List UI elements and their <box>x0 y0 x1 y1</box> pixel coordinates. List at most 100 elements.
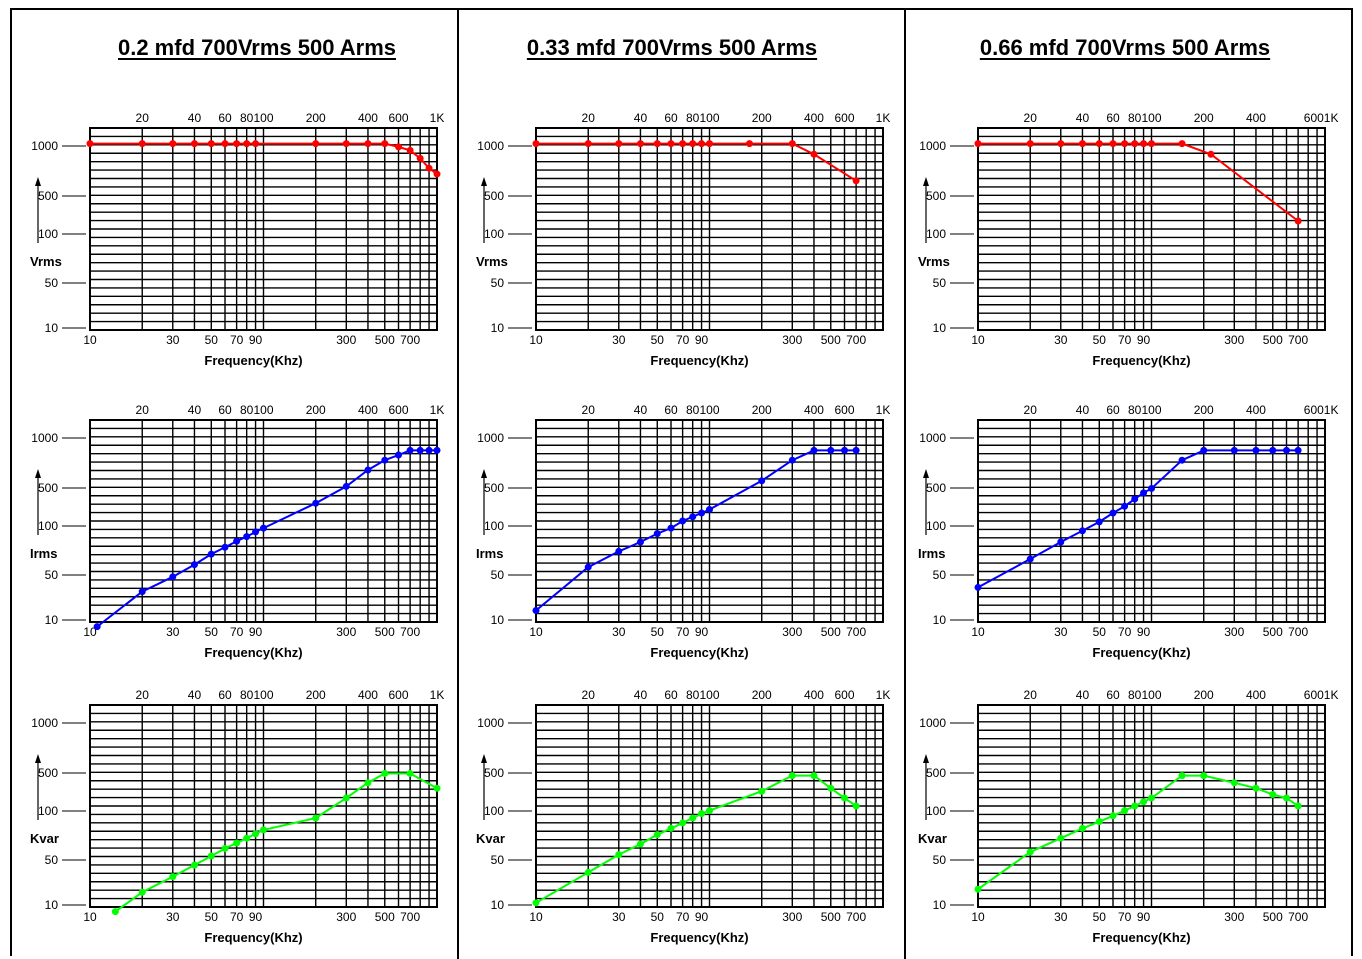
bottom-tick-label: 10 <box>83 625 97 639</box>
top-tick-label: 100 <box>699 111 719 125</box>
data-point <box>1178 140 1186 148</box>
top-tick-label: 80 <box>1128 688 1142 702</box>
y-axis-label: Vrms <box>476 254 508 269</box>
top-tick-label: 6001K <box>1304 403 1339 417</box>
x-axis-label: Frequency(Khz) <box>650 645 748 660</box>
data-point <box>1078 140 1086 148</box>
data-point <box>243 533 251 541</box>
data-point <box>1294 802 1302 810</box>
data-point <box>1078 824 1086 832</box>
bottom-tick-label: 70 <box>1118 333 1132 347</box>
top-tick-label: 1K <box>430 403 445 417</box>
data-point <box>381 140 389 148</box>
top-tick-label: 60 <box>1106 403 1120 417</box>
panel-title-3: 0.66 mfd 700Vrms 500 Arms <box>979 35 1271 60</box>
data-point <box>1095 818 1103 826</box>
data-point <box>636 538 644 546</box>
y-tick-label: 500 <box>926 189 946 203</box>
data-point <box>252 528 260 536</box>
data-point <box>190 140 198 148</box>
x-axis-label: Frequency(Khz) <box>204 645 302 660</box>
top-tick-label: 20 <box>136 111 150 125</box>
data-point <box>221 543 229 551</box>
bottom-tick-label: 300 <box>336 333 356 347</box>
y-tick-label: 10 <box>45 321 59 335</box>
top-tick-label: 80 <box>686 111 700 125</box>
data-point <box>1121 502 1129 510</box>
data-point <box>221 844 229 852</box>
y-tick-label: 10 <box>933 898 947 912</box>
data-point <box>653 140 661 148</box>
top-tick-label: 20 <box>1024 688 1038 702</box>
data-point <box>111 908 119 916</box>
data-point <box>1140 140 1148 148</box>
bottom-tick-label: 30 <box>612 910 626 924</box>
y-tick-label: 50 <box>45 276 59 290</box>
y-axis-arrowhead <box>35 754 41 763</box>
bottom-tick-label: 70 <box>676 910 690 924</box>
data-point <box>788 456 796 464</box>
outer-frame <box>10 8 1353 956</box>
data-point <box>1269 446 1277 454</box>
y-axis-label: Irms <box>476 546 503 561</box>
y-axis-label: Kvar <box>918 831 947 846</box>
data-point <box>169 140 177 148</box>
series-line <box>535 449 857 612</box>
top-tick-label: 200 <box>1194 688 1214 702</box>
data-point <box>1148 794 1155 802</box>
y-tick-label: 1000 <box>477 431 504 445</box>
bottom-tick-label: 700 <box>846 333 866 347</box>
bottom-tick-label: 300 <box>782 333 802 347</box>
data-point <box>221 140 229 148</box>
top-tick-label: 60 <box>218 403 232 417</box>
data-point <box>342 482 350 490</box>
plot-border <box>89 704 438 908</box>
top-tick-label: 600 <box>834 403 854 417</box>
bottom-tick-label: 10 <box>529 625 543 639</box>
data-point <box>706 140 713 148</box>
y-tick-label: 50 <box>45 853 59 867</box>
bottom-tick-label: 90 <box>1137 910 1151 924</box>
data-point <box>667 824 675 832</box>
data-point <box>758 787 766 795</box>
data-point <box>667 140 675 148</box>
bottom-tick-label: 700 <box>1288 333 1308 347</box>
data-point <box>233 537 241 545</box>
top-tick-label: 40 <box>634 111 648 125</box>
data-point <box>1057 140 1065 148</box>
data-point <box>138 140 146 148</box>
data-point <box>1178 456 1186 464</box>
bottom-tick-label: 700 <box>400 910 420 924</box>
top-tick-label: 40 <box>188 403 202 417</box>
panel-title-2: 0.33 mfd 700Vrms 500 Arms <box>526 35 818 60</box>
y-tick-label: 100 <box>926 804 946 818</box>
data-point <box>1148 140 1155 148</box>
data-point <box>1252 446 1260 454</box>
y-axis-arrowhead <box>481 754 487 763</box>
bottom-tick-label: 300 <box>1224 625 1244 639</box>
data-point <box>243 834 251 842</box>
data-point <box>1026 140 1034 148</box>
top-tick-label: 40 <box>634 688 648 702</box>
y-tick-label: 500 <box>484 189 504 203</box>
data-point <box>312 140 320 148</box>
data-point <box>841 794 849 802</box>
data-point <box>260 524 267 532</box>
y-tick-label: 1000 <box>919 716 946 730</box>
plot-border <box>977 127 1326 331</box>
top-tick-label: 100 <box>1141 688 1161 702</box>
y-tick-label: 1000 <box>919 139 946 153</box>
y-tick-label: 50 <box>491 276 505 290</box>
y-tick-label: 100 <box>38 227 58 241</box>
y-tick-label: 10 <box>491 321 505 335</box>
top-tick-label: 400 <box>1246 111 1266 125</box>
data-point <box>532 606 540 614</box>
top-tick-label: 1K <box>430 688 445 702</box>
bottom-tick-label: 10 <box>971 910 985 924</box>
top-tick-label: 100 <box>1141 403 1161 417</box>
y-tick-label: 50 <box>933 276 947 290</box>
bottom-tick-label: 500 <box>1263 333 1283 347</box>
bottom-tick-label: 70 <box>676 333 690 347</box>
